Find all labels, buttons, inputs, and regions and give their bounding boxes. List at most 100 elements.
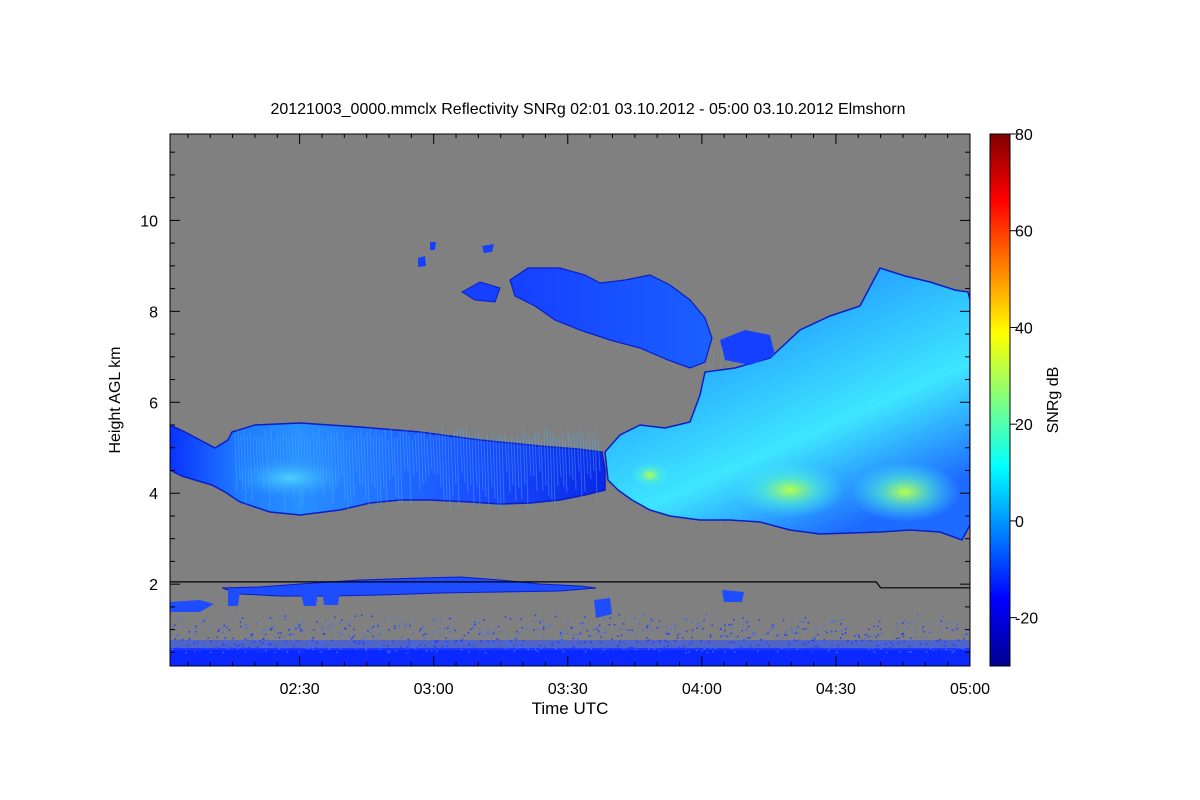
clutter-dot (278, 648, 281, 650)
clutter-dot (353, 634, 355, 637)
fall-streak (570, 434, 574, 481)
clutter-dot (261, 630, 264, 633)
clutter-dot (368, 639, 370, 642)
clutter-dot (948, 639, 950, 642)
mid-layer-core (230, 456, 350, 500)
clutter-dot (405, 647, 408, 650)
clutter-dot (832, 620, 834, 622)
clutter-dot (473, 621, 476, 624)
clutter-dot (923, 630, 925, 633)
clutter-dot (630, 646, 632, 649)
clutter-dot (198, 651, 201, 653)
colorbar-tick-label: 40 (1015, 320, 1033, 337)
clutter-dot (761, 650, 764, 652)
clutter-dot (788, 642, 791, 644)
clutter-dot (435, 651, 437, 654)
clutter-dot (723, 624, 726, 627)
fall-streak (291, 430, 295, 501)
clutter-dot (617, 645, 619, 647)
clutter-dot (204, 618, 207, 621)
clutter-dot (805, 644, 807, 647)
clutter-dot (796, 632, 799, 635)
clutter-dot (445, 642, 448, 645)
clutter-dot (818, 641, 820, 643)
clutter-dot (830, 622, 833, 624)
clutter-dot (348, 622, 351, 624)
fall-streak (507, 441, 511, 493)
clutter-dot (370, 631, 372, 634)
clutter-dot (674, 627, 677, 629)
clutter-dot (348, 624, 351, 627)
clutter-dot (488, 648, 491, 650)
clutter-dot (627, 650, 630, 652)
clutter-dot (505, 638, 508, 641)
clutter-dot (648, 624, 651, 627)
clutter-dot (928, 647, 930, 650)
clutter-dot (943, 644, 946, 647)
clutter-dot (847, 640, 849, 642)
clutter-dot (294, 626, 297, 629)
clutter-dot (723, 651, 726, 653)
clutter-dot (298, 651, 300, 653)
clutter-dot (554, 615, 557, 618)
clutter-dot (814, 636, 816, 638)
clutter-dot (467, 632, 470, 634)
clutter-dot (435, 640, 437, 643)
clutter-dot (877, 633, 880, 636)
clutter-dot (269, 616, 271, 619)
clutter-dot (321, 640, 323, 642)
clutter-dot (888, 646, 891, 649)
clutter-dot (385, 651, 388, 654)
clutter-dot (782, 619, 785, 622)
clutter-dot (577, 633, 580, 636)
clutter-dot (724, 634, 727, 637)
clutter-dot (625, 629, 627, 631)
clutter-dot (504, 647, 507, 650)
clutter-dot (588, 635, 590, 637)
clutter-dot (229, 647, 231, 649)
clutter-dot (749, 636, 751, 639)
clutter-dot (821, 650, 823, 652)
clutter-dot (646, 639, 649, 642)
clutter-dot (341, 619, 343, 621)
clutter-dot (863, 637, 866, 640)
fall-streak (270, 429, 274, 488)
clutter-dot (592, 628, 595, 631)
clutter-dot (170, 642, 173, 644)
clutter-dot (330, 627, 333, 629)
clutter-dot (620, 627, 623, 630)
clutter-dot (471, 626, 474, 629)
clutter-dot (448, 625, 450, 628)
clutter-dot (811, 651, 813, 653)
clutter-dot (520, 644, 523, 646)
clutter-dot (778, 633, 780, 635)
clutter-dot (676, 637, 679, 639)
clutter-dot (760, 639, 762, 641)
clutter-dot (741, 629, 743, 632)
clutter-dot (410, 639, 413, 642)
clutter-dot (646, 636, 648, 639)
clutter-dot (708, 643, 711, 646)
clutter-dot (432, 640, 434, 643)
clutter-dot (720, 628, 722, 630)
clutter-dot (423, 644, 426, 647)
clutter-dot (468, 644, 471, 647)
clutter-dot (864, 634, 867, 636)
clutter-dot (188, 631, 191, 633)
clutter-dot (573, 634, 575, 636)
fall-streak (261, 435, 265, 490)
clutter-dot (316, 642, 318, 644)
clutter-dot (895, 637, 898, 640)
boundary-line (170, 581, 970, 589)
clutter-dot (198, 641, 200, 643)
clutter-dot (618, 613, 620, 616)
clutter-dot (700, 640, 703, 642)
clutter-dot (351, 636, 354, 639)
clutter-dot (412, 632, 414, 635)
fall-streak (240, 434, 244, 491)
clutter-dot (929, 631, 931, 633)
clutter-dot (871, 647, 874, 650)
clutter-dot (229, 648, 231, 650)
clutter-dot (523, 646, 526, 648)
clutter-dot (353, 628, 355, 631)
